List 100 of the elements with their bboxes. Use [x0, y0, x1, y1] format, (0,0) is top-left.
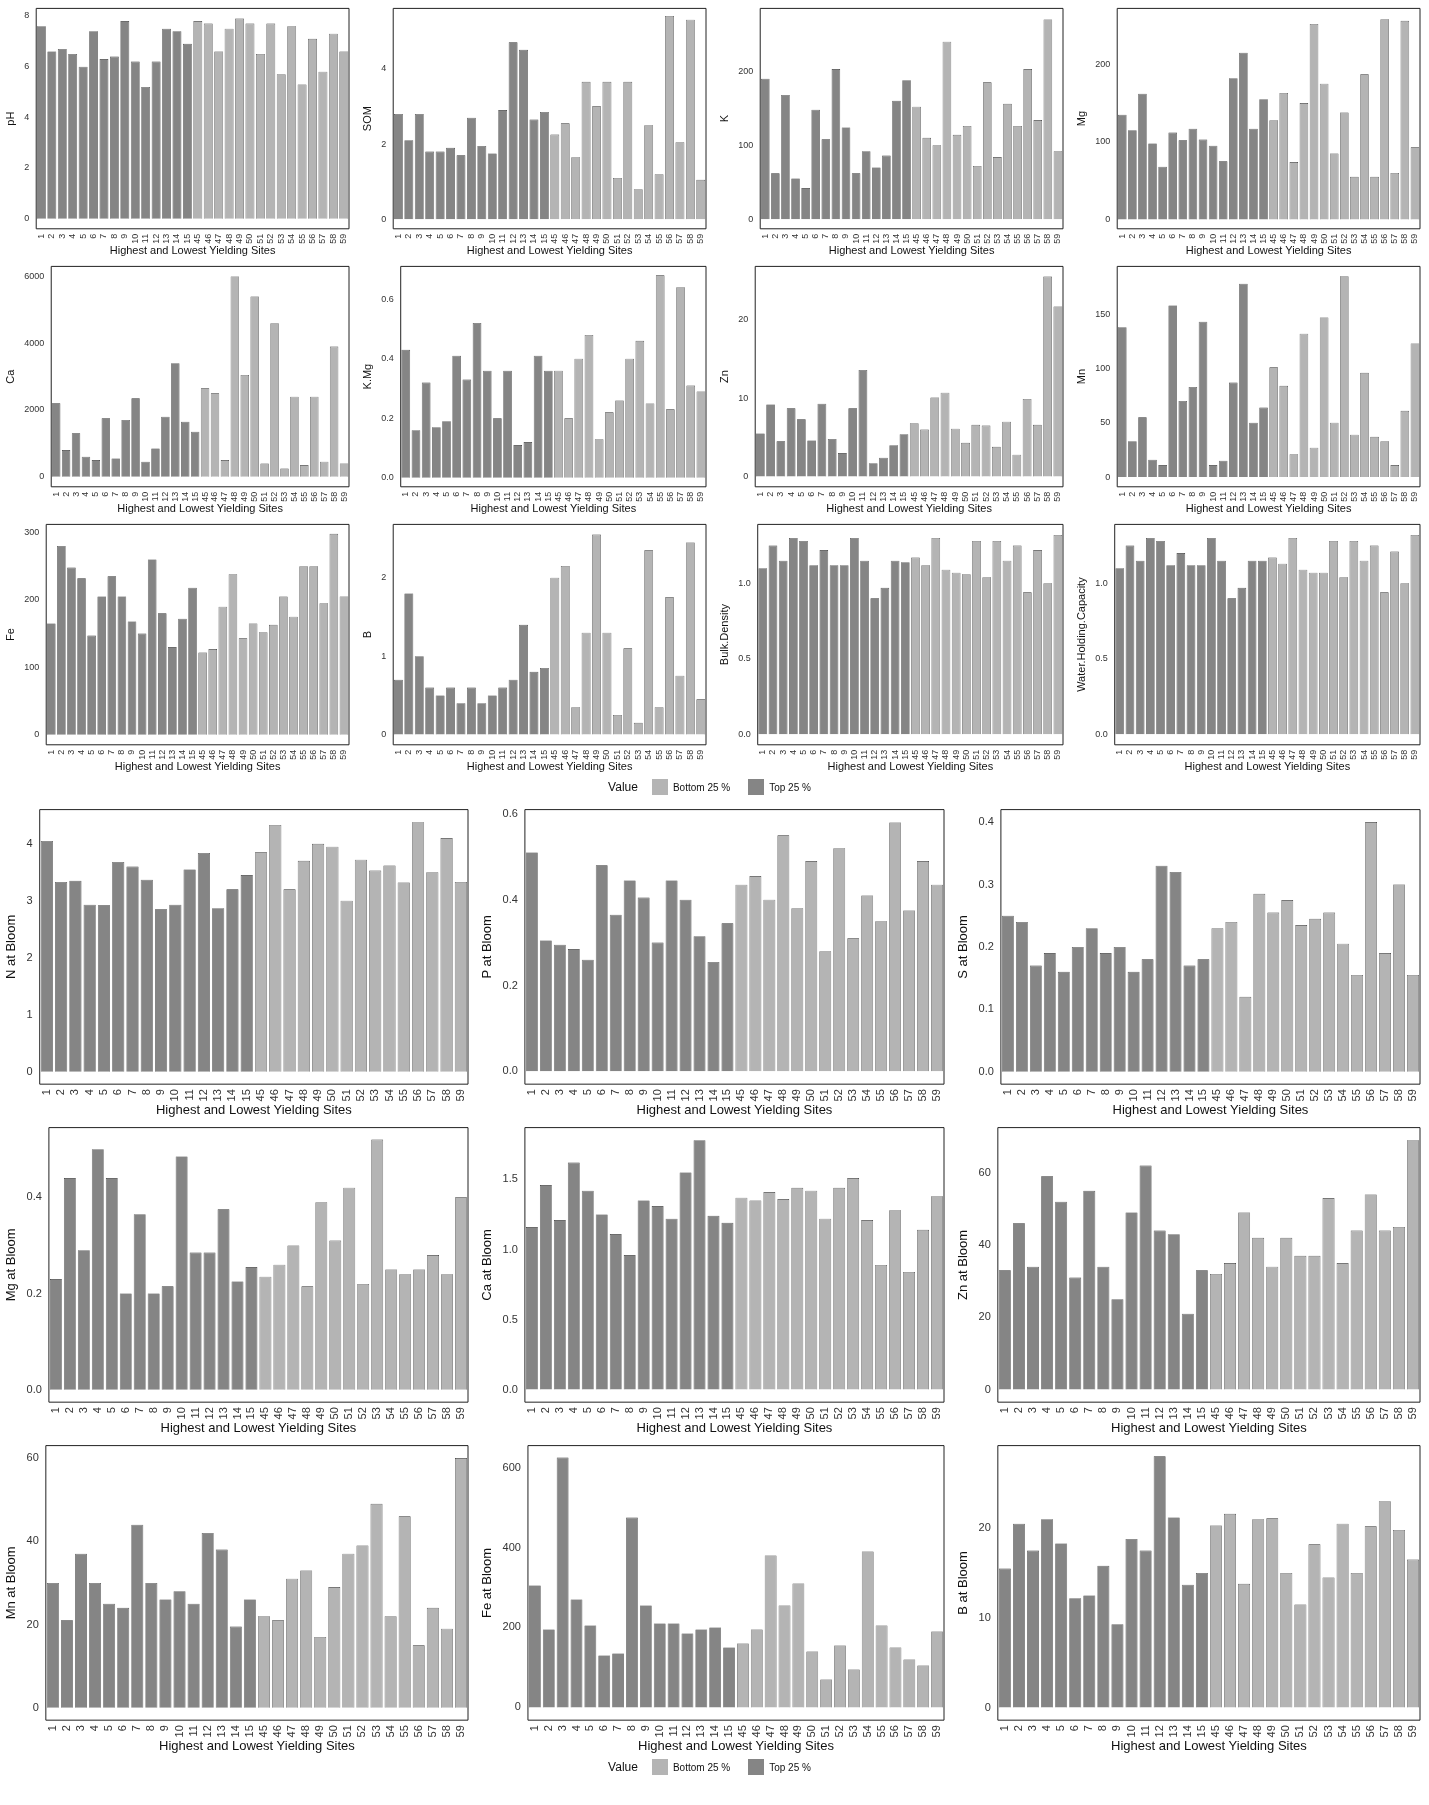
y-axis-title: Fe — [3, 628, 16, 642]
x-axis-title: Highest and Lowest Yielding Sites — [1110, 1419, 1308, 1435]
x-tick-label: 2 — [767, 749, 778, 755]
x-tick-label: 55 — [654, 491, 665, 502]
x-tick-label: 3 — [777, 749, 788, 755]
x-tick-label: 56 — [411, 1725, 424, 1738]
x-tick-label: 50 — [325, 1089, 338, 1102]
x-tick-label: 10 — [848, 749, 859, 760]
x-tick-label: 53 — [275, 233, 286, 244]
x-axis-title: Highest and Lowest Yielding Sites — [828, 244, 995, 257]
y-tick-label: 60 — [26, 1451, 39, 1464]
x-tick-label: 48 — [941, 233, 952, 244]
x-tick-label: 48 — [229, 491, 240, 502]
x-tick-label: 48 — [1298, 233, 1309, 244]
x-tick-label: 49 — [1265, 1407, 1278, 1420]
x-tick-label: 1 — [1114, 749, 1125, 755]
x-tick-label: 6 — [88, 233, 99, 239]
x-axis-title: Highest and Lowest Yielding Sites — [470, 502, 637, 515]
x-tick-label: 45 — [258, 1407, 271, 1420]
x-tick-label: 47 — [931, 233, 942, 244]
x-tick-label: 12 — [1154, 1089, 1167, 1102]
x-tick-label: 47 — [570, 233, 581, 244]
x-tick-label: 10 — [1124, 1725, 1137, 1738]
x-tick-label: 2 — [62, 1407, 75, 1414]
x-tick-label: 7 — [1175, 749, 1186, 755]
x-tick-label: 7 — [106, 749, 117, 755]
x-tick-label: 51 — [341, 1725, 354, 1738]
x-tick-label: 8 — [465, 749, 476, 755]
x-tick-label: 54 — [1336, 1089, 1349, 1102]
y-tick-label: 0 — [34, 729, 40, 740]
x-tick-label: 15 — [187, 749, 198, 760]
legend-label: Top 25 % — [769, 1761, 811, 1773]
x-tick-label: 50 — [601, 749, 612, 760]
x-tick-label: 47 — [1288, 491, 1299, 502]
x-tick-label: 14 — [888, 491, 899, 502]
x-tick-label: 12 — [867, 491, 878, 502]
x-tick-label: 6 — [96, 749, 107, 755]
x-axis-title: Highest and Lowest Yielding Sites — [117, 502, 284, 515]
y-tick-label: 50 — [1100, 417, 1111, 428]
x-axis-title: Highest and Lowest Yielding Sites — [466, 760, 633, 773]
x-tick-label: 7 — [1084, 1089, 1097, 1096]
x-tick-label: 51 — [1328, 491, 1339, 502]
x-tick-label: 48 — [776, 1089, 789, 1102]
x-tick-label: 52 — [1338, 233, 1349, 244]
x-tick-label: 58 — [685, 491, 696, 502]
x-tick-label: 49 — [1266, 1089, 1279, 1102]
y-tick-label: 40 — [978, 1238, 991, 1251]
x-tick-label: 3 — [1134, 749, 1145, 755]
x-tick-label: 51 — [259, 491, 270, 502]
x-tick-label: 46 — [268, 1089, 281, 1102]
x-tick-label: 7 — [816, 491, 827, 497]
x-tick-label: 56 — [664, 491, 675, 502]
x-tick-label: 55 — [653, 233, 664, 244]
x-tick-label: 6 — [118, 1407, 131, 1414]
x-tick-label: 13 — [518, 233, 529, 244]
x-tick-label: 57 — [1378, 1089, 1391, 1102]
x-tick-label: 12 — [507, 233, 518, 244]
x-tick-label: 10 — [850, 233, 861, 244]
x-tick-label: 11 — [182, 1089, 195, 1101]
x-tick-label: 56 — [412, 1407, 425, 1420]
y-tick-label: 0.0 — [1095, 728, 1108, 739]
legend-title: Value — [608, 780, 638, 794]
x-tick-label: 6 — [1165, 749, 1176, 755]
legend-label: Bottom 25 % — [672, 1761, 731, 1773]
x-tick-label: 4 — [1040, 1725, 1053, 1732]
x-tick-label: 3 — [74, 1725, 87, 1732]
x-tick-label: 49 — [1265, 1725, 1278, 1738]
x-tick-label: 56 — [1363, 1725, 1376, 1738]
x-tick-label: 9 — [1197, 233, 1208, 239]
x-tick-label: 3 — [76, 1407, 89, 1414]
x-tick-label: 51 — [970, 491, 981, 502]
x-tick-label: 1 — [1000, 1089, 1013, 1096]
x-tick-label: 59 — [454, 1407, 467, 1420]
x-tick-label: 15 — [538, 233, 549, 244]
x-tick-label: 48 — [299, 1725, 312, 1738]
x-tick-label: 57 — [425, 1725, 438, 1738]
x-tick-label: 51 — [971, 233, 982, 244]
x-tick-label: 57 — [318, 749, 329, 760]
x-tick-label: 45 — [909, 749, 920, 760]
x-tick-label: 50 — [244, 233, 255, 244]
x-tick-label: 13 — [692, 1407, 705, 1420]
x-tick-label: 45 — [199, 491, 210, 502]
x-tick-label: 45 — [1268, 491, 1279, 502]
x-tick-label: 14 — [1180, 1407, 1193, 1420]
x-tick-label: 11 — [1217, 491, 1228, 502]
y-axis-title: Ca — [3, 368, 16, 384]
y-tick-label: 0 — [1105, 471, 1111, 482]
x-tick-label: 55 — [1368, 749, 1379, 760]
y-axis-title: Bulk.Density — [717, 603, 730, 666]
x-tick-label: 6 — [1070, 1089, 1083, 1096]
x-tick-label: 5 — [580, 1089, 593, 1096]
x-tick-label: 46 — [271, 1725, 284, 1738]
x-tick-label: 58 — [916, 1407, 929, 1420]
x-tick-label: 12 — [870, 233, 881, 244]
y-tick-label: 0.2 — [26, 1286, 42, 1299]
y-tick-label: 2 — [24, 162, 30, 173]
x-tick-label: 49 — [791, 1725, 804, 1738]
x-tick-label: 47 — [573, 491, 584, 502]
x-tick-label: 57 — [1032, 233, 1043, 244]
x-tick-label: 50 — [247, 749, 258, 760]
